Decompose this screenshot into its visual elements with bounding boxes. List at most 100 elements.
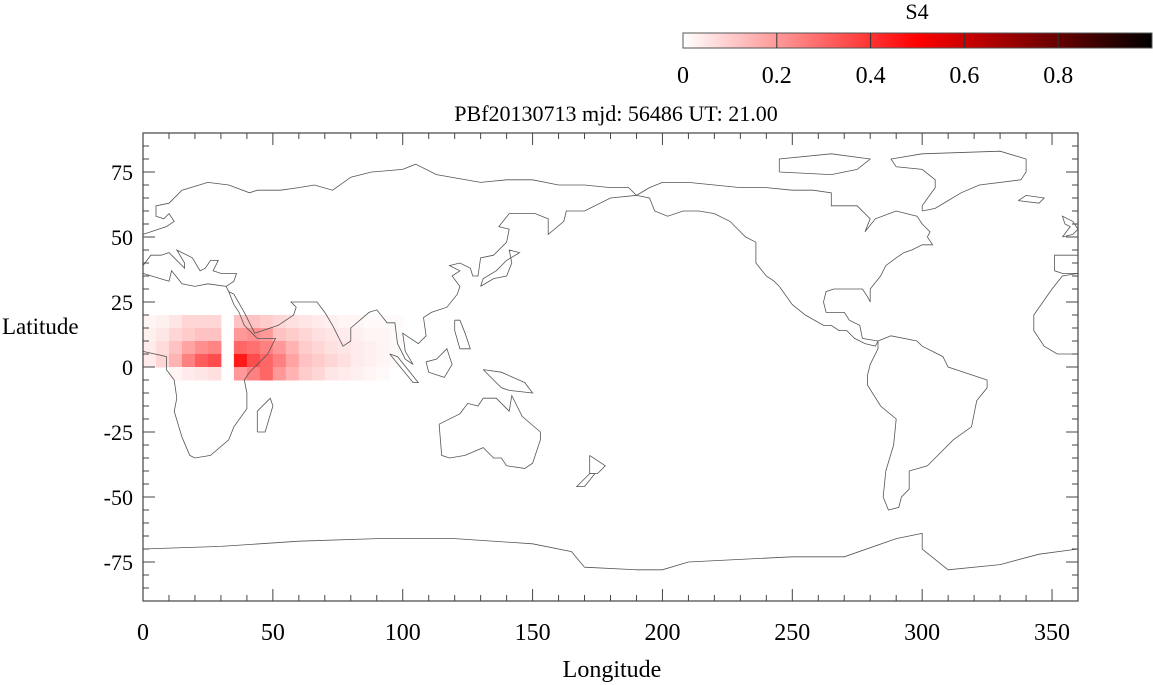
heatmap-cell	[246, 367, 261, 381]
heatmap-cell	[324, 315, 339, 329]
heatmap-cell	[246, 341, 261, 355]
heatmap-cell	[155, 328, 170, 342]
heatmap-cell	[324, 354, 339, 368]
heatmap-cell	[389, 341, 404, 355]
coastline	[480, 249, 521, 287]
heatmap-cell	[155, 315, 170, 329]
heatmap-cell	[143, 328, 157, 342]
colorbar-tick-label: 0.8	[1043, 63, 1073, 89]
heatmap-cell	[168, 341, 183, 355]
heatmap-cell	[363, 328, 378, 342]
heatmap-cell	[337, 367, 352, 381]
heatmap-cell	[389, 315, 404, 329]
heatmap-cell	[207, 315, 222, 329]
heatmap-cell	[272, 328, 287, 342]
heatmap-cell	[376, 354, 391, 368]
coastline	[142, 269, 277, 459]
x-tick-label: 250	[774, 620, 810, 646]
heatmap-cell	[272, 341, 287, 355]
heatmap-cell	[285, 341, 300, 355]
x-tick-label: 150	[515, 620, 551, 646]
heatmap-cell	[350, 328, 365, 342]
heatmap-cell	[298, 341, 313, 355]
x-axis-label: Longitude	[563, 657, 662, 683]
heatmap-cell	[181, 341, 196, 355]
coastline	[1033, 273, 1079, 355]
coastline	[890, 150, 1027, 212]
x-tick-label: 200	[644, 620, 680, 646]
y-tick-label: -75	[104, 550, 133, 575]
heatmap-cell	[285, 354, 300, 368]
heatmap-cell	[363, 341, 378, 355]
y-tick-label: -25	[104, 420, 133, 445]
coastline	[389, 353, 420, 383]
heatmap-cell	[259, 315, 274, 329]
heatmap-cell	[233, 354, 248, 368]
x-tick-label: 300	[904, 620, 940, 646]
heatmap-cell	[194, 315, 209, 329]
heatmap-cell	[155, 341, 170, 355]
y-axis-label: Latitude	[2, 314, 79, 339]
heatmap-cell	[181, 328, 196, 342]
coastline	[636, 182, 934, 347]
heatmap-cell	[194, 367, 209, 381]
y-tick-label: 0	[122, 355, 133, 380]
heatmap-cell	[337, 328, 352, 342]
coastline	[142, 163, 638, 365]
heatmap-cell	[143, 315, 157, 329]
colorbar-tick-label: 0.4	[856, 63, 886, 89]
heatmap-cell	[350, 367, 365, 381]
heatmap-cell	[168, 315, 183, 329]
heatmap-cell	[337, 354, 352, 368]
coastlines	[142, 150, 1079, 571]
heatmap-cell	[194, 354, 209, 368]
coastline	[482, 369, 534, 394]
heatmap-cell	[168, 328, 183, 342]
coastline	[1018, 194, 1046, 204]
heatmap-cell	[363, 367, 378, 381]
heatmap-cell	[337, 315, 352, 329]
coastline	[142, 532, 1079, 571]
coastline	[867, 335, 988, 511]
heatmap-cell	[311, 328, 326, 342]
heatmap-cell	[285, 315, 300, 329]
heatmap-cell	[363, 354, 378, 368]
heatmap-cell	[376, 367, 391, 381]
coastline	[1054, 254, 1078, 274]
x-tick-label: 100	[385, 620, 421, 646]
heatmap-cell	[376, 341, 391, 355]
y-tick-label: -50	[104, 485, 133, 510]
heatmap-cell	[233, 341, 248, 355]
heatmap-cell	[272, 367, 287, 381]
colorbar-tick-label: 0	[677, 63, 689, 89]
coastline	[454, 319, 471, 350]
x-tick-label: 350	[1034, 620, 1070, 646]
heatmap-cell	[207, 341, 222, 355]
coastline	[778, 153, 872, 176]
colorbar-gradient	[682, 32, 1153, 49]
heatmap-cell	[298, 315, 313, 329]
coastline	[575, 473, 596, 487]
colorbar-label: S4	[905, 0, 928, 24]
heatmap-cell	[311, 367, 326, 381]
y-tick-label: 75	[111, 160, 133, 185]
heatmap-cell	[324, 328, 339, 342]
heatmap-cell	[207, 354, 222, 368]
heatmap-cell	[311, 354, 326, 368]
heatmap-cell	[181, 354, 196, 368]
heatmap-cell	[363, 315, 378, 329]
heatmap-cell	[194, 341, 209, 355]
heatmap-cell	[194, 328, 209, 342]
heatmap-cell	[311, 341, 326, 355]
heatmap-cell	[337, 341, 352, 355]
coastline	[425, 348, 453, 378]
heatmap-cell	[298, 367, 313, 381]
coastline	[589, 455, 606, 474]
heatmap-cell	[143, 354, 157, 368]
x-tick-labels: 0 50 100 150 200 250 300 350	[137, 620, 1070, 646]
heatmap-cell	[233, 328, 248, 342]
heatmap-cell	[143, 341, 157, 355]
heatmap-cell	[311, 315, 326, 329]
heatmap-cell	[324, 341, 339, 355]
